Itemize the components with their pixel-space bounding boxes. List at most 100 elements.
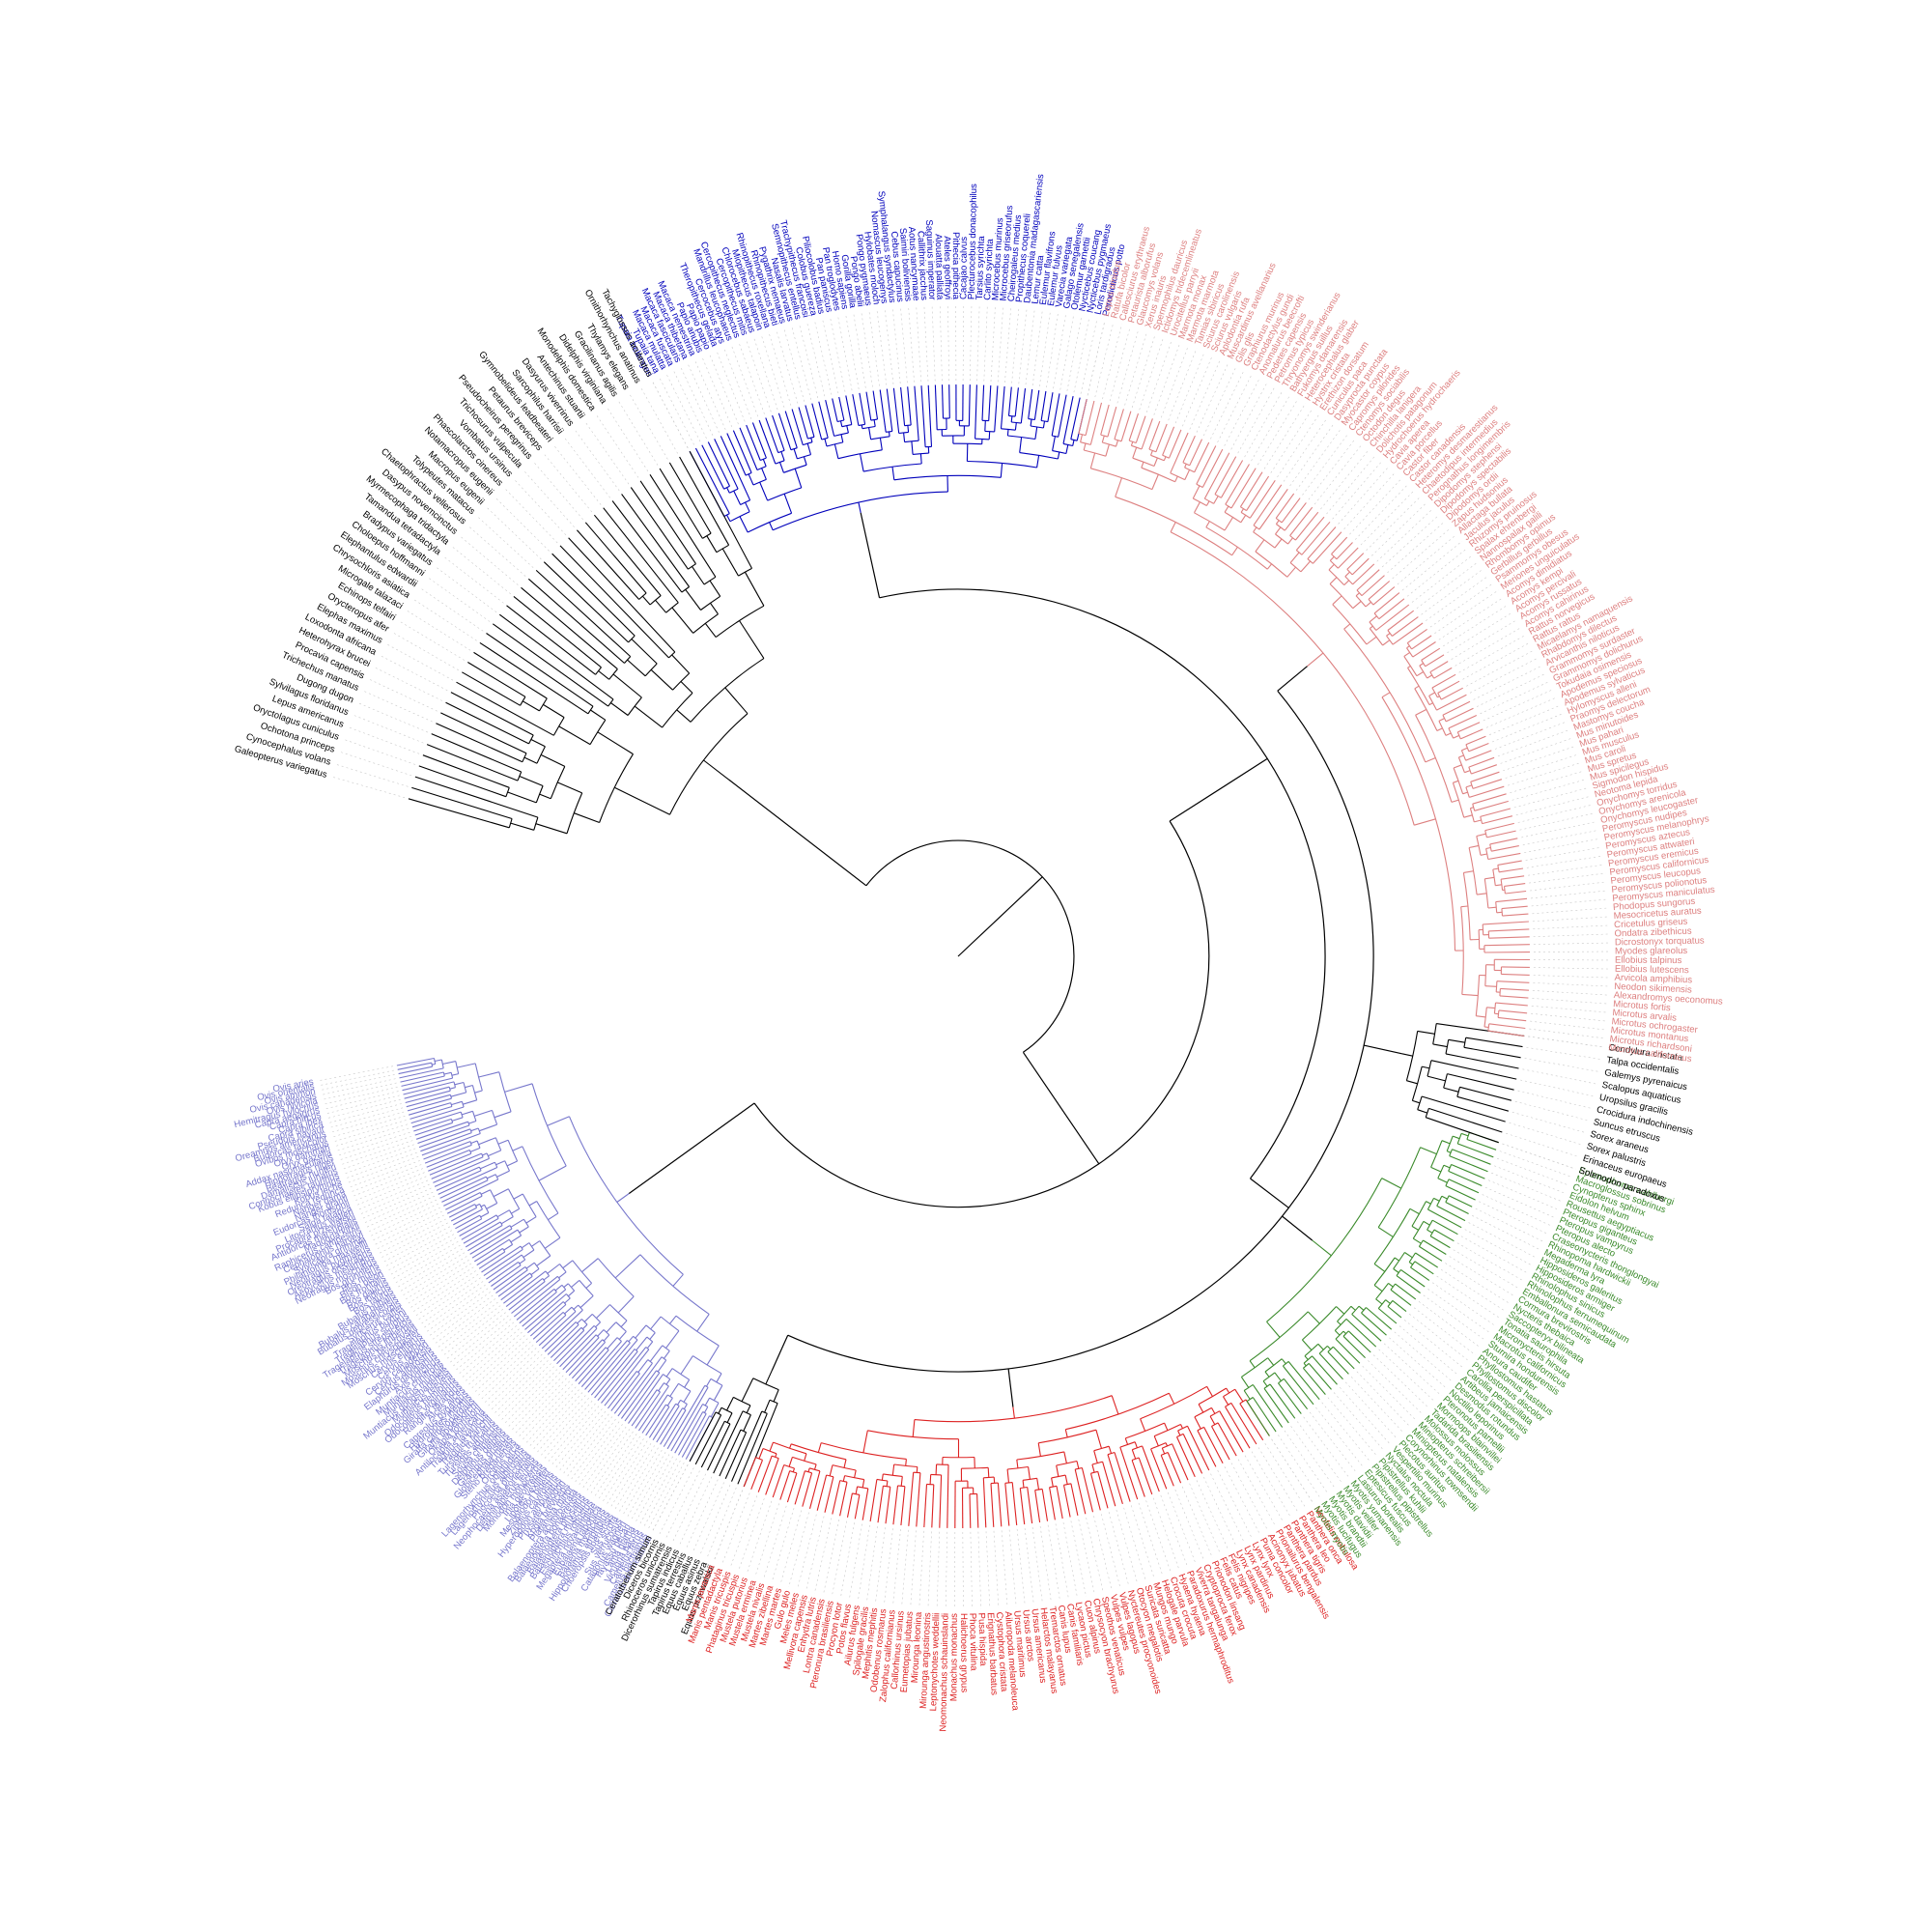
node-arc: [729, 511, 750, 523]
guide-line: [482, 1350, 540, 1405]
internal-branch: [1427, 674, 1433, 679]
internal-branch: [1014, 422, 1017, 431]
tip-branch: [446, 1195, 483, 1214]
guide-line: [1102, 324, 1122, 400]
tip-branch: [1351, 1314, 1382, 1342]
internal-branch: [1132, 446, 1138, 459]
internal-branch: [614, 786, 670, 815]
internal-branch: [1427, 1229, 1433, 1234]
tip-branch: [1480, 808, 1511, 817]
node-arc: [740, 1429, 747, 1434]
internal-branch: [988, 431, 991, 440]
tip-branch: [1501, 973, 1530, 976]
internal-branch: [634, 705, 663, 728]
guide-line: [1436, 1275, 1502, 1320]
tip-branch: [1252, 1384, 1284, 1428]
tip-branch: [990, 1483, 995, 1527]
node-arc: [1469, 808, 1475, 823]
node-arc: [469, 1141, 472, 1146]
guide-line: [1025, 307, 1035, 385]
internal-branch: [916, 1466, 918, 1473]
node-arc: [433, 1058, 437, 1065]
tip-branch: [418, 765, 507, 798]
tip-branch: [637, 1385, 669, 1432]
internal-branch: [1206, 1386, 1213, 1397]
guide-line: [970, 1531, 973, 1609]
internal-branch: [1382, 639, 1391, 646]
internal-branch: [1445, 732, 1452, 736]
guide-line: [351, 714, 424, 744]
tip-branch: [1263, 1387, 1289, 1424]
guide-line: [532, 460, 583, 520]
tip-branch: [1287, 1361, 1320, 1401]
internal-branch: [1458, 754, 1464, 758]
guide-line: [1160, 1494, 1189, 1568]
guide-line: [985, 1531, 991, 1609]
tip-branch: [576, 529, 640, 600]
guide-line: [1327, 1397, 1378, 1458]
node-arc: [572, 1260, 593, 1284]
internal-branch: [1406, 645, 1410, 649]
node-arc: [539, 697, 548, 712]
internal-branch: [677, 1400, 682, 1406]
internal-branch: [1052, 436, 1056, 451]
internal-branch: [657, 1359, 667, 1373]
guide-line: [628, 392, 668, 460]
tip-branch: [503, 1270, 547, 1304]
internal-branch: [563, 1283, 569, 1289]
node-arc: [471, 1111, 477, 1122]
guide-line: [630, 1454, 670, 1521]
guide-line: [1528, 864, 1605, 876]
tip-branch: [670, 1386, 709, 1452]
tip-branch: [439, 1176, 487, 1199]
internal-branch: [1170, 522, 1176, 532]
node-arc: [479, 1214, 483, 1220]
node-arc: [1204, 497, 1214, 504]
internal-branch: [665, 1378, 671, 1385]
guide-line: [1530, 890, 1608, 899]
guide-line: [494, 496, 550, 552]
tip-branch: [900, 1486, 906, 1526]
tip-branch: [610, 1373, 640, 1411]
tip-branch: [1428, 1107, 1503, 1133]
guide-line: [1047, 1524, 1060, 1602]
guide-line: [1464, 1229, 1534, 1266]
guide-line: [1296, 1421, 1343, 1485]
tip-branch: [1335, 1338, 1361, 1364]
tip-branch: [408, 798, 510, 829]
taxon-label: Callithrix jacchus: [915, 231, 929, 301]
tip-branch: [513, 595, 602, 668]
guide-line: [977, 1531, 982, 1609]
node-arc: [710, 1378, 723, 1386]
tip-branch: [1445, 1053, 1519, 1069]
taxon-label: Dicrostonyx torquatus: [1615, 936, 1705, 949]
node-arc: [1329, 583, 1354, 610]
tip-branch: [1495, 1002, 1528, 1007]
internal-branch: [1198, 1404, 1204, 1413]
guide-line: [1168, 1492, 1197, 1565]
node-arc: [752, 478, 767, 486]
guide-line: [857, 1524, 870, 1603]
guide-line: [853, 311, 866, 388]
guide-line: [1217, 373, 1253, 443]
guide-line: [831, 1520, 847, 1598]
node-arc: [1075, 1466, 1083, 1470]
tip-branch: [1466, 1138, 1497, 1151]
tip-branch: [1392, 622, 1424, 645]
guide-line: [542, 452, 593, 513]
tip-branch: [575, 1347, 607, 1382]
internal-branch: [987, 1467, 990, 1478]
tip-branch: [411, 1111, 462, 1128]
internal-branch: [683, 1390, 692, 1403]
guide-line: [706, 1487, 737, 1559]
tip-branch: [429, 1152, 482, 1176]
tip-branch: [862, 1488, 869, 1520]
internal-branch: [692, 566, 705, 585]
guide-line: [503, 487, 558, 544]
tip-branch: [1361, 575, 1385, 597]
guide-line: [1456, 1242, 1525, 1282]
tip-branch: [811, 403, 823, 440]
node-arc: [897, 1485, 905, 1488]
guide-line: [908, 304, 915, 383]
